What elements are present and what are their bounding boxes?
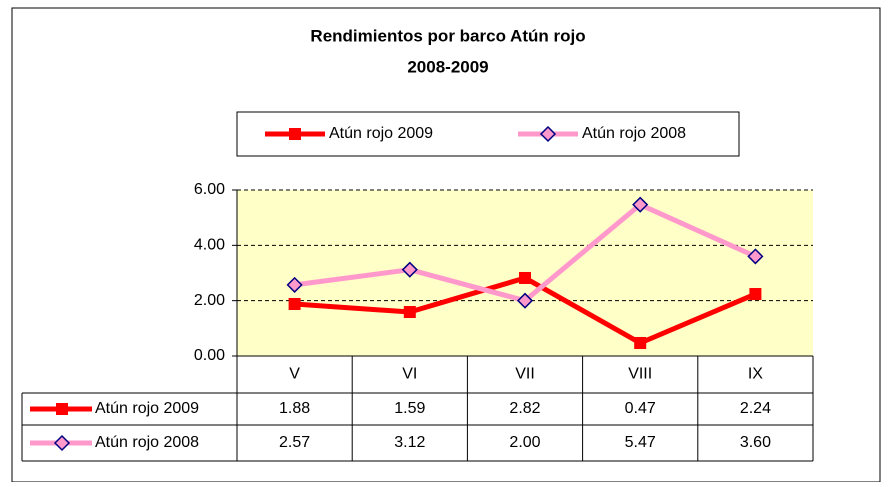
chart-title: 2008-2009 bbox=[407, 57, 488, 76]
point bbox=[747, 248, 764, 265]
point bbox=[632, 196, 649, 213]
point bbox=[634, 336, 647, 349]
legend-label: Atún rojo 2009 bbox=[329, 125, 433, 142]
table-cell: 2.82 bbox=[509, 400, 540, 417]
table-cell: 5.47 bbox=[625, 434, 656, 451]
table-cell: 2.57 bbox=[279, 434, 310, 451]
x-tick-label: VIII bbox=[628, 366, 652, 383]
table-cell: 3.12 bbox=[394, 434, 425, 451]
table-cell: 0.47 bbox=[625, 400, 656, 417]
table-cell: 2.00 bbox=[509, 434, 540, 451]
point bbox=[288, 297, 301, 310]
x-tick-label: IX bbox=[748, 366, 763, 383]
legend-label: Atún rojo 2008 bbox=[582, 125, 686, 142]
y-tick-label: 6.00 bbox=[194, 181, 225, 198]
chart-title: Rendimientos por barco Atún rojo bbox=[310, 26, 585, 45]
table-cell: 3.60 bbox=[740, 434, 771, 451]
point bbox=[516, 292, 534, 309]
point bbox=[403, 306, 416, 319]
point bbox=[539, 125, 557, 143]
point bbox=[286, 276, 303, 293]
point bbox=[519, 271, 531, 284]
table-row-label: Atún rojo 2008 bbox=[95, 434, 199, 451]
point bbox=[56, 403, 68, 415]
point bbox=[401, 261, 418, 278]
x-tick-label: VI bbox=[402, 366, 417, 383]
x-tick-label: VII bbox=[515, 366, 535, 383]
table-cell: 2.24 bbox=[740, 400, 771, 417]
point bbox=[749, 288, 762, 301]
point bbox=[289, 128, 301, 140]
point bbox=[53, 434, 71, 452]
y-tick-label: 2.00 bbox=[194, 292, 225, 309]
y-tick-label: 4.00 bbox=[194, 237, 225, 254]
table-row-label: Atún rojo 2009 bbox=[95, 400, 199, 417]
y-tick-label: 0.00 bbox=[194, 347, 225, 364]
table-cell: 1.59 bbox=[394, 400, 425, 417]
table-cell: 1.88 bbox=[279, 400, 310, 417]
x-tick-label: V bbox=[289, 366, 300, 383]
